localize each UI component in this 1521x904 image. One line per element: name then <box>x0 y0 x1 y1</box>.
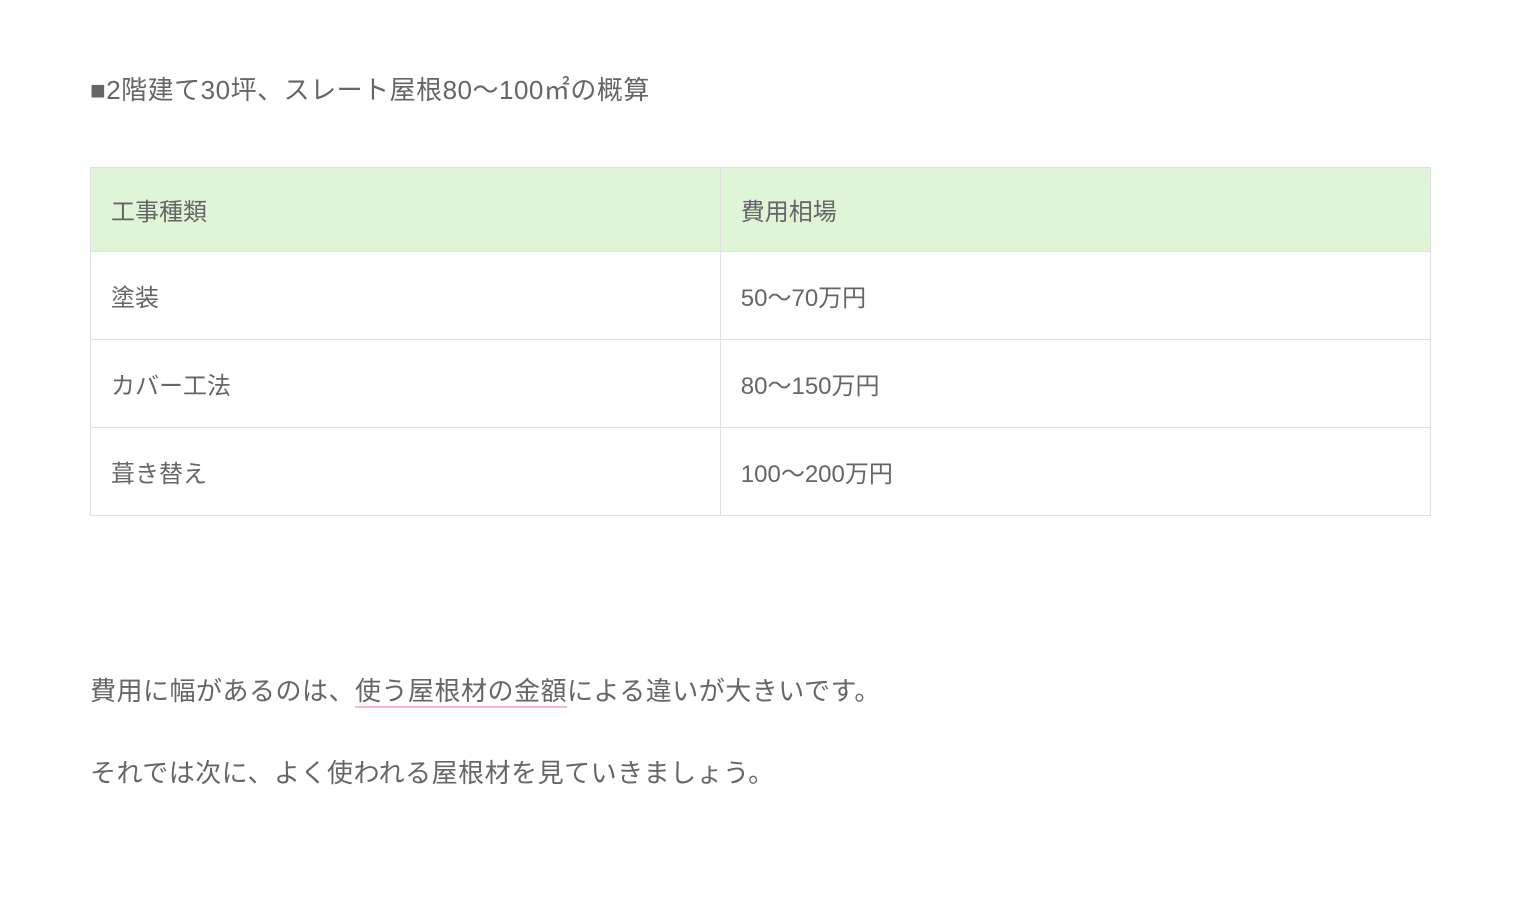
paragraph-cost-explanation: 費用に幅があるのは、使う屋根材の金額による違いが大きいです。 <box>90 671 1431 713</box>
table-cell-cost-range: 80～150万円 <box>720 340 1430 428</box>
text-before-highlight: 費用に幅があるのは、 <box>90 676 355 706</box>
table-header-row: 工事種類 費用相場 <box>91 168 1431 252</box>
table-row: カバー工法 80～150万円 <box>91 340 1431 428</box>
table-row: 塗装 50～70万円 <box>91 252 1431 340</box>
table-cell-cost-range: 50～70万円 <box>720 252 1430 340</box>
table-row: 葺き替え 100～200万円 <box>91 428 1431 516</box>
highlighted-text: 使う屋根材の金額 <box>355 676 567 706</box>
table-header-construction-type: 工事種類 <box>91 168 721 252</box>
paragraph-next-section: それでは次に、よく使われる屋根材を見ていきましょう。 <box>90 753 1431 795</box>
table-header-cost-range: 費用相場 <box>720 168 1430 252</box>
section-heading: ■2階建て30坪、スレート屋根80～100㎡の概算 <box>90 70 1431 107</box>
table-cell-construction-type: カバー工法 <box>91 340 721 428</box>
table-cell-construction-type: 塗装 <box>91 252 721 340</box>
cost-estimate-table: 工事種類 費用相場 塗装 50～70万円 カバー工法 80～150万円 葺き替え… <box>90 167 1431 516</box>
table-cell-cost-range: 100～200万円 <box>720 428 1430 516</box>
text-after-highlight: による違いが大きいです。 <box>567 676 881 706</box>
table-cell-construction-type: 葺き替え <box>91 428 721 516</box>
